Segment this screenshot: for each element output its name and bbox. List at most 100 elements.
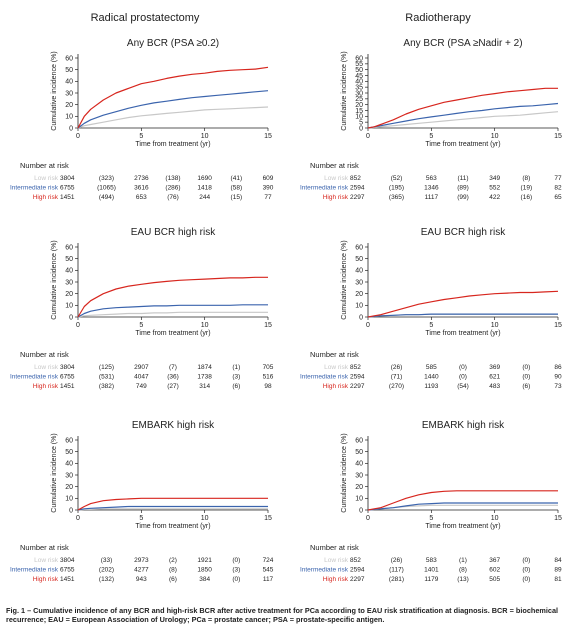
series-line-intermediate-risk — [77, 304, 268, 318]
number-at-risk-cell: 621 — [489, 374, 500, 381]
y-axis-label: Cumulative incidence (%) — [51, 51, 58, 130]
number-at-risk-cell: (132) — [99, 576, 114, 583]
number-at-risk-cell: 852 — [350, 557, 361, 564]
number-at-risk-cell: 90 — [554, 374, 562, 381]
chart-panel-0: Any BCR (PSA ≥0.2) 0 10 20 30 40 50 60 0 5 10 15 Tim… — [10, 38, 274, 201]
y-tick-label: 0 — [69, 507, 73, 514]
chart-title: Any BCR (PSA ≥Nadir + 2) — [403, 38, 522, 49]
series-line-low-risk — [367, 111, 559, 129]
number-at-risk-cell: (281) — [389, 576, 404, 583]
risk-group-label-low-risk: Low risk — [34, 175, 59, 182]
y-tick-label: 45 — [355, 73, 363, 80]
y-tick-label: 40 — [65, 461, 73, 468]
number-at-risk-cell: 1346 — [424, 185, 439, 192]
risk-group-label-intermediate-risk: Intermediate risk — [300, 185, 349, 192]
number-at-risk-cell: (195) — [389, 185, 404, 192]
x-tick-label: 5 — [429, 133, 433, 140]
number-at-risk-cell: 609 — [263, 175, 274, 182]
y-tick-label: 50 — [65, 256, 73, 263]
series-line-intermediate-risk — [367, 102, 559, 129]
series-line-low-risk — [77, 508, 268, 511]
number-at-risk-cell: (27) — [167, 383, 179, 390]
number-at-risk-cell: (6) — [522, 383, 530, 390]
y-tick-label: 0 — [359, 507, 363, 514]
number-at-risk-cell: (16) — [521, 194, 533, 201]
risk-group-label-high-risk: High risk — [323, 194, 349, 201]
chart-panel-3: EAU BCR high risk 0 10 20 30 40 50 60 0 5 10 15 Time… — [300, 227, 562, 390]
risk-group-label-low-risk: Low risk — [324, 175, 349, 182]
risk-group-label-intermediate-risk: Intermediate risk — [10, 185, 59, 192]
x-tick-label: 10 — [491, 322, 499, 329]
number-at-risk-cell: 89 — [554, 567, 562, 574]
number-at-risk-cell: (7) — [169, 364, 177, 371]
y-tick-label: 30 — [65, 472, 73, 479]
series-line-high-risk — [77, 66, 269, 129]
x-axis-label: Time from treatment (yr) — [425, 330, 500, 337]
risk-group-label-low-risk: Low risk — [34, 364, 59, 371]
number-at-risk-cell: 2907 — [134, 364, 149, 371]
number-at-risk-cell: 1738 — [197, 374, 212, 381]
y-tick-label: 40 — [355, 268, 363, 275]
number-at-risk-label: Number at risk — [310, 161, 359, 170]
number-at-risk-cell: 2594 — [350, 374, 365, 381]
number-at-risk-cell: 705 — [263, 364, 274, 371]
number-at-risk-cell: 583 — [426, 557, 437, 564]
x-tick-label: 10 — [201, 133, 209, 140]
x-tick-label: 5 — [429, 515, 433, 522]
y-tick-label: 40 — [65, 268, 73, 275]
number-at-risk-cell: 1117 — [425, 194, 439, 201]
number-at-risk-cell: (11) — [457, 175, 468, 182]
number-at-risk-cell: 77 — [264, 194, 272, 201]
number-at-risk-cell: 2594 — [350, 567, 365, 574]
number-at-risk-cell: (1) — [459, 557, 467, 564]
number-at-risk-cell: 117 — [263, 576, 274, 583]
y-tick-label: 30 — [355, 279, 363, 286]
y-tick-label: 10 — [355, 114, 363, 121]
x-axis-label: Time from treatment (yr) — [425, 141, 500, 148]
series-line-intermediate-risk — [367, 313, 558, 318]
risk-group-label-high-risk: High risk — [33, 383, 59, 390]
number-at-risk-cell: 1874 — [197, 364, 212, 371]
x-tick-label: 10 — [491, 133, 499, 140]
number-at-risk-cell: 6755 — [60, 567, 75, 574]
number-at-risk-cell: 77 — [554, 175, 562, 182]
chart-panel-2: EAU BCR high risk 0 10 20 30 40 50 60 0 5 10 15 Time… — [10, 227, 274, 390]
x-tick-label: 15 — [264, 322, 272, 329]
number-at-risk-cell: (1065) — [97, 185, 116, 192]
y-tick-label: 20 — [355, 102, 363, 109]
number-at-risk-cell: 422 — [489, 194, 500, 201]
number-at-risk-cell: (0) — [522, 576, 530, 583]
y-tick-label: 35 — [355, 84, 363, 91]
number-at-risk-cell: 2297 — [350, 576, 365, 583]
x-tick-label: 15 — [264, 515, 272, 522]
number-at-risk-cell: 653 — [136, 194, 147, 201]
number-at-risk-cell: 852 — [350, 175, 361, 182]
number-at-risk-cell: 1193 — [424, 383, 438, 390]
number-at-risk-cell: (58) — [231, 185, 243, 192]
number-at-risk-label: Number at risk — [20, 350, 69, 359]
number-at-risk-label: Number at risk — [20, 161, 69, 170]
y-tick-label: 40 — [65, 79, 73, 86]
number-at-risk-label: Number at risk — [310, 350, 359, 359]
y-tick-label: 20 — [355, 484, 363, 491]
risk-group-label-intermediate-risk: Intermediate risk — [300, 374, 349, 381]
y-tick-label: 40 — [355, 461, 363, 468]
number-at-risk-cell: (202) — [99, 567, 114, 574]
number-at-risk-cell: (41) — [231, 175, 243, 182]
x-tick-label: 5 — [139, 133, 143, 140]
number-at-risk-cell: (382) — [99, 383, 114, 390]
number-at-risk-cell: (36) — [167, 374, 179, 381]
number-at-risk-cell: (0) — [459, 374, 467, 381]
number-at-risk-cell: (71) — [391, 374, 403, 381]
x-axis-label: Time from treatment (yr) — [135, 141, 210, 148]
number-at-risk-cell: (6) — [232, 383, 240, 390]
chart-panel-5: EMBARK high risk 0 10 20 30 40 50 60 0 5 10 15 Time … — [300, 420, 562, 583]
y-tick-label: 10 — [355, 496, 363, 503]
y-tick-label: 60 — [65, 244, 73, 251]
number-at-risk-cell: 6755 — [60, 185, 75, 192]
number-at-risk-cell: (33) — [101, 557, 113, 564]
number-at-risk-cell: 602 — [489, 567, 500, 574]
figure: Radical prostatectomy Radiotherapy Any B… — [10, 12, 562, 583]
number-at-risk-cell: 1418 — [197, 185, 212, 192]
figure-caption: Fig. 1 – Cumulative incidence of any BCR… — [6, 606, 559, 624]
